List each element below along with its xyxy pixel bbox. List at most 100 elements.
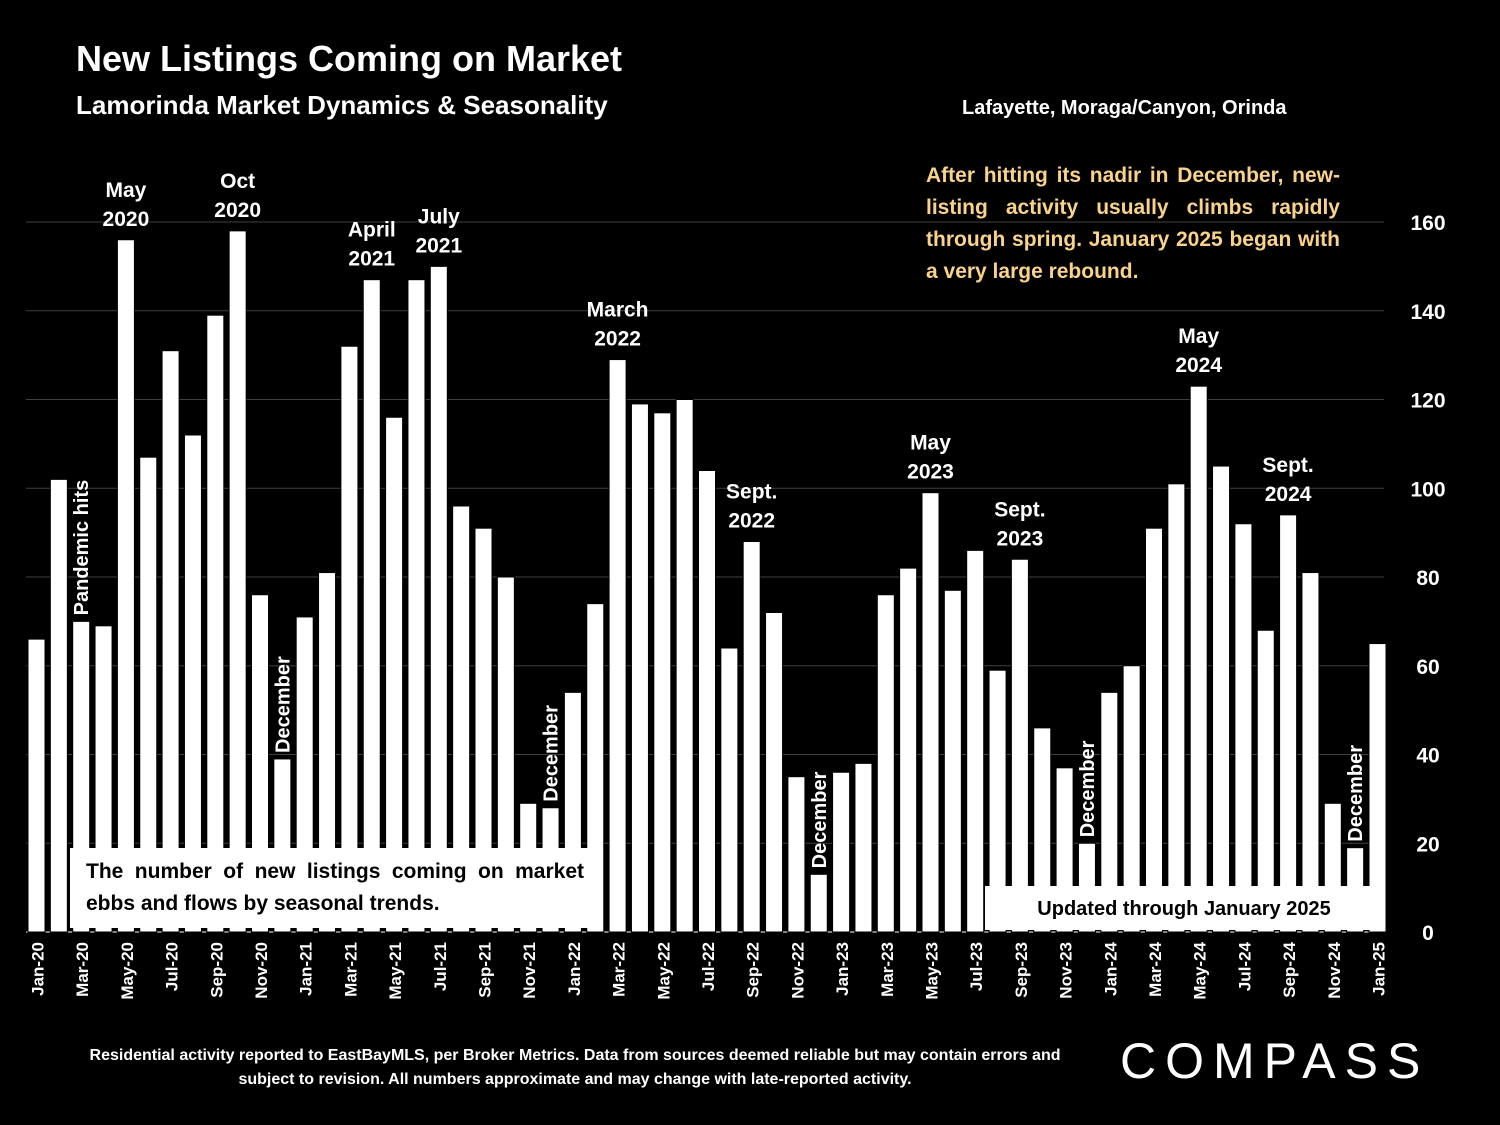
bar-annotation: 2022 (728, 510, 775, 533)
bar (675, 399, 694, 933)
y-tick-label: 100 (1410, 478, 1445, 501)
bar (318, 572, 337, 933)
bar (1122, 665, 1141, 933)
bar (653, 412, 672, 933)
x-tick-label: Mar-20 (73, 942, 92, 997)
vertical-annotation: Pandemic hits (71, 480, 93, 616)
bar (139, 456, 158, 933)
bar-annotation: 2024 (1265, 483, 1312, 506)
x-tick-label: Jul-24 (1235, 941, 1254, 991)
bar (1033, 727, 1052, 933)
bar-annotation: Sept. (994, 498, 1045, 521)
bar-annotation: 2020 (214, 199, 261, 222)
x-tick-label: Jan-22 (565, 942, 584, 996)
bar (183, 434, 202, 933)
bar (921, 492, 940, 933)
chart-title: New Listings Coming on Market (76, 38, 623, 79)
y-tick-label: 40 (1416, 745, 1439, 768)
bar-annotation: 2022 (594, 328, 641, 351)
bar-annotation: May (105, 179, 146, 202)
bar-annotation: Oct (220, 170, 255, 193)
vertical-annotation: December (1345, 745, 1367, 842)
bar-annotation: March (587, 299, 649, 322)
bar (966, 549, 985, 933)
bar (608, 359, 627, 933)
bar (407, 279, 426, 933)
x-tick-label: Jan-25 (1370, 942, 1389, 996)
x-tick-label: May-20 (118, 942, 137, 1000)
bar (161, 350, 180, 933)
bar (1167, 483, 1186, 933)
update-box: Updated through January 2025 (985, 886, 1383, 930)
x-tick-label: Jul-23 (967, 942, 986, 991)
x-tick-label: Nov-22 (788, 942, 807, 999)
region-label: Lafayette, Moraga/Canyon, Orinda (962, 97, 1287, 119)
bar (385, 416, 404, 933)
bar (27, 638, 46, 933)
chart-subtitle: Lamorinda Market Dynamics & Seasonality (76, 90, 608, 120)
bar (876, 594, 895, 933)
x-tick-label: Nov-24 (1325, 941, 1344, 998)
bar (832, 771, 851, 933)
x-tick-label: Jul-22 (699, 942, 718, 991)
bar (1189, 385, 1208, 933)
bar (228, 230, 247, 933)
bar (1368, 643, 1387, 933)
x-tick-label: Nov-20 (252, 942, 271, 999)
bar-annotation: Sept. (726, 481, 777, 504)
bar (809, 873, 828, 933)
bar-annotation: April (348, 219, 396, 242)
footer-disclaimer: Residential activity reported to EastBay… (89, 1047, 1061, 1088)
bar (1234, 523, 1253, 933)
bar-annotation: 2023 (907, 461, 954, 484)
bar-annotation: May (910, 432, 951, 455)
x-tick-label: Jan-21 (297, 942, 316, 996)
x-tick-label: Jul-20 (163, 942, 182, 991)
bar-annotation: July (418, 205, 460, 228)
bar-annotation: 2020 (103, 208, 150, 231)
x-tick-label: Mar-22 (610, 942, 629, 997)
x-tick-label: Jan-23 (833, 942, 852, 996)
bar-annotation: 2021 (415, 234, 462, 257)
bar (742, 541, 761, 933)
bar-annotation: 2021 (348, 248, 395, 271)
bar (899, 567, 918, 933)
vertical-annotation: December (272, 656, 294, 753)
bar (1145, 527, 1163, 933)
insight-text: After hitting its nadir in December, new… (926, 164, 1340, 283)
x-tick-label: Jan-20 (29, 942, 48, 996)
vertical-annotation: December (1077, 740, 1099, 837)
bar (474, 527, 493, 933)
x-tick-label: May-24 (1191, 941, 1210, 999)
bar-annotation: May (1178, 325, 1219, 348)
bar (251, 594, 269, 933)
bar (49, 478, 68, 933)
bar (206, 314, 225, 933)
y-tick-label: 0 (1422, 922, 1434, 945)
x-tick-label: Sep-20 (207, 942, 226, 998)
bar-annotation: 2024 (1175, 354, 1222, 377)
bar (1010, 558, 1029, 933)
bar (1212, 465, 1231, 933)
x-tick-label: Sep-21 (476, 942, 495, 998)
bar-annotation: Sept. (1262, 454, 1313, 477)
y-tick-label: 120 (1410, 390, 1445, 413)
bar (116, 239, 135, 933)
bar (1301, 572, 1320, 933)
x-tick-label: Mar-23 (878, 942, 897, 997)
bar (943, 589, 962, 933)
x-tick-label: Sep-23 (1012, 942, 1031, 998)
bar (854, 762, 873, 933)
y-tick-label: 60 (1416, 656, 1439, 679)
bar (452, 505, 471, 933)
x-tick-label: Nov-23 (1057, 942, 1076, 999)
y-tick-label: 20 (1416, 833, 1439, 856)
x-tick-label: Mar-24 (1146, 941, 1165, 996)
bar-annotation: 2023 (997, 527, 1044, 550)
bar (698, 470, 716, 933)
y-tick-label: 140 (1410, 301, 1445, 324)
x-tick-label: May-23 (923, 942, 942, 1000)
bar (988, 669, 1007, 933)
y-tick-label: 160 (1410, 212, 1445, 235)
